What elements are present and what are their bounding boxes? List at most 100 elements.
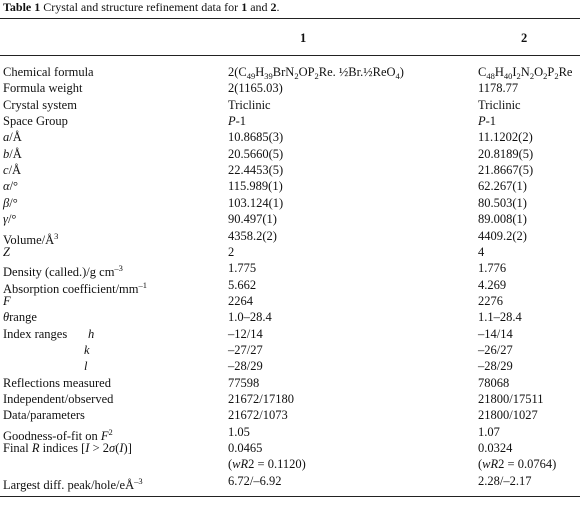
row-label: Final R indices [I > 2σ(I)] [3,441,132,455]
text-run: –3 [134,475,143,486]
text-run: indices [ [39,441,86,456]
text-run: /Å [9,130,22,145]
text-run: P [547,65,555,79]
text-run: 2 [108,426,113,437]
value-cell: 1.07 [478,424,500,439]
value-cell: 2(1165.03) [228,81,283,96]
row-label: Volume/Å3 [3,229,58,247]
value-cell: 2(C49H39BrN2OP2Re. ½Br.½ReO4) [228,65,404,83]
value-cell: 0.0465 [228,441,263,456]
text-run: b [3,146,10,161]
row-label: Space Group [3,114,68,129]
text-run: . [276,0,280,14]
value-cell: 78068 [478,375,510,390]
table-title: Table 1 Crystal and structure refinement… [3,0,280,14]
text-run: > 2 [89,441,110,456]
value-cell: 89.008(1) [478,212,527,227]
header-rule [0,55,580,56]
text-run: Absorption coefficient/mm [3,281,139,296]
row-label: Independent/observed [3,392,114,406]
value-cell: 90.497(1) [228,212,277,227]
value-cell: 2264 [228,293,253,308]
text-run: H [494,65,504,79]
value-cell: –28/29 [478,359,513,374]
value-cell: 1178.77 [478,81,519,96]
value-cell: –28/29 [228,359,263,374]
value-cell: 21672/17180 [228,392,294,406]
row-label: β/° [3,196,18,210]
value-cell: –14/14 [478,326,513,341]
index-label: l [84,359,88,374]
text-run: /° [7,212,17,227]
value-cell: 62.267(1) [478,179,527,194]
value-cell: 103.124(1) [228,195,284,210]
text-run: –1 [138,279,148,290]
value-cell: 21672/1073 [228,408,288,423]
text-run: ) [399,65,404,79]
text-run: 49 [246,71,256,81]
row-label: Index ranges [3,326,68,341]
value-cell: 0.0324 [478,441,513,456]
text-run: β [3,195,10,210]
text-run: C [478,65,487,79]
value-cell: 115.989(1) [228,179,283,194]
value-cell: 1.776 [478,261,507,276]
text-run: /Å [8,163,22,178]
value-cell: 4409.2(2) [478,228,527,243]
row-label: a/Å [3,130,22,144]
text-run: -1 [485,114,497,129]
text-run: θ [3,310,10,325]
text-run: 2 [294,71,299,81]
row-label: γ/° [3,212,16,226]
text-run: -1 [235,114,247,129]
value-cell: 4358.2(2) [228,228,277,243]
row-label: c/Å [3,163,21,177]
row-label: θrange [3,310,37,324]
text-run: /° [9,195,18,210]
text-run: P [228,114,236,129]
value-cell: 2 [228,244,235,259]
value-cell: 21800/1027 [478,408,538,423]
text-run: Volume/Å [3,232,55,247]
row-label: Goodness-of-fit on F2 [3,425,113,443]
value-cell: C48H40I2N2O2P2Re [478,65,572,83]
value-cell: 20.8189(5) [478,146,534,161]
text-run: 2 = 0.1120) [248,457,306,472]
text-run: 4 [395,71,400,81]
text-run: Largest diff. peak/hole/eÅ [3,477,135,492]
text-run: OP [298,65,315,79]
row-label: Data/parameters [3,408,85,423]
row-label: Z [3,245,10,259]
text-run: range [9,310,37,325]
text-run: α [3,179,10,194]
text-run: P [478,114,486,129]
text-run: F [100,428,109,443]
text-run: σ [109,441,116,456]
value-cell: 21.8667(5) [478,163,534,178]
text-run: 2 [516,71,521,81]
text-run: ( [478,457,483,472]
value-cell: 2.28/–2.17 [478,473,532,488]
row-label: α/° [3,179,18,193]
text-run: H [255,65,265,79]
value-cell: 4 [478,244,485,259]
value-cell: 1.05 [228,424,250,439]
text-run: R [31,441,40,456]
text-run: 2 [270,0,277,14]
index-label: k [84,342,90,357]
row-label: Absorption coefficient/mm–1 [3,278,147,296]
row-label: Density (called.)/g cm–3 [3,261,123,279]
text-run: 2 [543,71,548,81]
value-cell: 20.5660(5) [228,146,284,161]
text-run: wR [482,457,499,472]
text-run: 40 [503,71,513,81]
value-cell: 21800/17511 [478,392,544,406]
value-cell: –26/27 [478,342,513,357]
index-label: h [88,326,95,341]
text-run: 1 [241,0,248,14]
text-run: I [512,65,517,79]
text-run: Density (called.)/g cm [3,265,115,280]
top-rule [0,18,580,19]
text-run: Final [3,441,32,456]
